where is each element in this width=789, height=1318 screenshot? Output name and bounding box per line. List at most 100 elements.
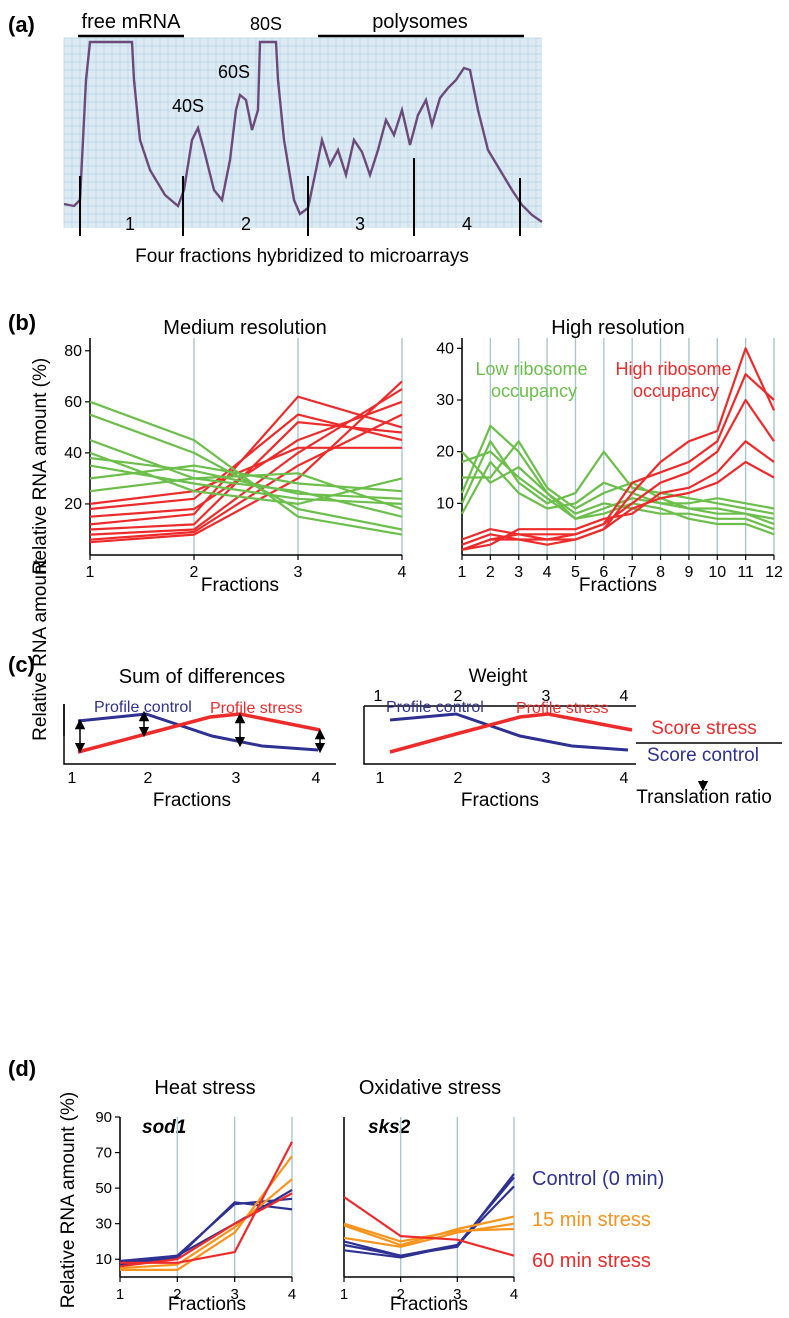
series-line bbox=[461, 450, 775, 536]
fraction-number-4: 4 bbox=[462, 214, 472, 234]
series-low-ribosome-occupancy bbox=[460, 424, 775, 536]
x-tick-label: 1 bbox=[458, 564, 467, 581]
y-tick-label: 60 bbox=[64, 394, 82, 411]
x-tick-label: 2 bbox=[190, 564, 199, 581]
weight-tick-1: 1 bbox=[374, 688, 383, 705]
series-line bbox=[119, 1192, 293, 1268]
x-tick-label: 11 bbox=[737, 564, 754, 581]
high-resolution-title: High resolution bbox=[551, 317, 684, 339]
difference-arrows bbox=[74, 710, 326, 754]
heat-stress-xlabel: Fractions bbox=[168, 1294, 246, 1315]
c-right-tick-4: 4 bbox=[620, 770, 629, 787]
series-line bbox=[461, 373, 775, 541]
series-line bbox=[89, 400, 403, 536]
series-line bbox=[343, 1222, 515, 1243]
x-tick-label: 4 bbox=[510, 1286, 518, 1303]
y-tick-label: 10 bbox=[95, 1251, 112, 1268]
y-tick-label: 70 bbox=[95, 1145, 112, 1162]
x-tick-label: 1 bbox=[340, 1286, 348, 1303]
series-15-min-stress bbox=[119, 1155, 293, 1271]
panel-a-label: (a) bbox=[8, 12, 35, 37]
x-tick-label: 1 bbox=[116, 1286, 124, 1303]
x-tick-label: 2 bbox=[486, 564, 495, 581]
x-tick-label: 8 bbox=[656, 564, 665, 581]
series-control-0-min- bbox=[119, 1188, 293, 1266]
high-occupancy-label: High ribosome occupancy bbox=[615, 359, 736, 401]
series-line bbox=[89, 413, 403, 531]
x-tick-label: 2 bbox=[396, 1286, 404, 1303]
c-right-profile-control: Profile control bbox=[386, 699, 484, 716]
x-tick-label: 9 bbox=[684, 564, 693, 581]
c-left-control-line bbox=[77, 712, 319, 752]
series-line bbox=[120, 1155, 293, 1271]
series-line bbox=[343, 1222, 515, 1248]
legend-control: Control (0 min) bbox=[532, 1168, 664, 1190]
c-right-xlabel: Fractions bbox=[461, 790, 539, 811]
series-line bbox=[461, 440, 775, 551]
panel-a: (a) free mRNA polysomes 80S 60S 40S 1 2 … bbox=[8, 11, 543, 267]
series-line bbox=[89, 456, 403, 500]
series-control-0-min- bbox=[343, 1173, 515, 1259]
heat-stress-title: Heat stress bbox=[154, 1077, 255, 1099]
series-line bbox=[461, 460, 775, 515]
series-line bbox=[461, 398, 775, 551]
series-line bbox=[461, 460, 775, 551]
c-right-tick-3: 3 bbox=[542, 770, 551, 787]
x-tick-label: 10 bbox=[708, 564, 726, 581]
y-tick-label: 20 bbox=[436, 444, 454, 461]
c-right-tick-2: 2 bbox=[454, 770, 463, 787]
panel-b-ylabel: Relative RNA amount (%) bbox=[30, 358, 51, 574]
heat-stress-chart: 1 2 3 4 10 30 50 70 90 bbox=[95, 1109, 296, 1303]
y-tick-label: 10 bbox=[436, 495, 454, 512]
x-tick-label: 6 bbox=[599, 564, 608, 581]
y-tick-label: 50 bbox=[95, 1180, 112, 1197]
weight-title: Weight bbox=[469, 666, 529, 687]
x-tick-label: 5 bbox=[571, 564, 580, 581]
score-control-label: Score control bbox=[647, 745, 759, 766]
series-green bbox=[89, 400, 403, 536]
sod1-gene-label: sod1 bbox=[142, 1117, 186, 1138]
series-line bbox=[460, 440, 775, 515]
panel-c: (c) Relative RNA amount Sum of differenc… bbox=[8, 558, 782, 811]
series-line bbox=[343, 1176, 515, 1257]
y-tick-label: 90 bbox=[95, 1109, 112, 1126]
series-line bbox=[89, 395, 403, 526]
series-line bbox=[89, 380, 403, 544]
legend-60-min: 60 min stress bbox=[532, 1250, 651, 1272]
x-tick-label: 4 bbox=[398, 564, 407, 581]
y-tick-label: 30 bbox=[95, 1216, 112, 1233]
low-occupancy-line-2: occupancy bbox=[491, 381, 577, 401]
x-tick-label: 2 bbox=[173, 1286, 181, 1303]
high-occupancy-line-2: occupancy bbox=[633, 381, 719, 401]
series-line bbox=[89, 472, 403, 511]
series-line bbox=[89, 464, 403, 505]
weight-tick-2: 2 bbox=[454, 688, 463, 705]
series-line bbox=[89, 413, 403, 541]
free-mrna-label: free mRNA bbox=[82, 11, 182, 33]
fraction-dividers bbox=[79, 158, 521, 236]
series-red bbox=[89, 380, 403, 544]
c-left-tick-1: 1 bbox=[68, 770, 77, 787]
c-right-axes bbox=[363, 705, 636, 765]
panel-c-label: (c) bbox=[8, 652, 35, 677]
medium-resolution-chart: 1 2 3 4 20 40 60 80 bbox=[64, 338, 407, 581]
panel-d-label: (d) bbox=[8, 1056, 36, 1081]
series-line bbox=[343, 1196, 515, 1257]
c-right-control-line bbox=[389, 712, 629, 752]
translation-ratio-label: Translation ratio bbox=[636, 787, 772, 808]
x-tick-label: 7 bbox=[628, 564, 637, 581]
series-line bbox=[89, 446, 402, 505]
panel-c-ylabel: Relative RNA amount bbox=[30, 558, 51, 740]
panel-a-caption: Four fractions hybridized to microarrays bbox=[135, 246, 469, 267]
series-15-min-stress bbox=[343, 1215, 515, 1248]
panel-b: (b) Relative RNA amount (%) Medium resol… bbox=[8, 310, 783, 596]
x-tick-label: 4 bbox=[288, 1286, 296, 1303]
c-left-tick-4: 4 bbox=[312, 770, 321, 787]
weight-tick-4: 4 bbox=[620, 688, 629, 705]
legend-15-min: 15 min stress bbox=[532, 1209, 651, 1231]
gradient-grid bbox=[63, 37, 542, 228]
y-tick-label: 40 bbox=[64, 445, 82, 462]
high-resolution-xlabel: Fractions bbox=[579, 575, 657, 596]
